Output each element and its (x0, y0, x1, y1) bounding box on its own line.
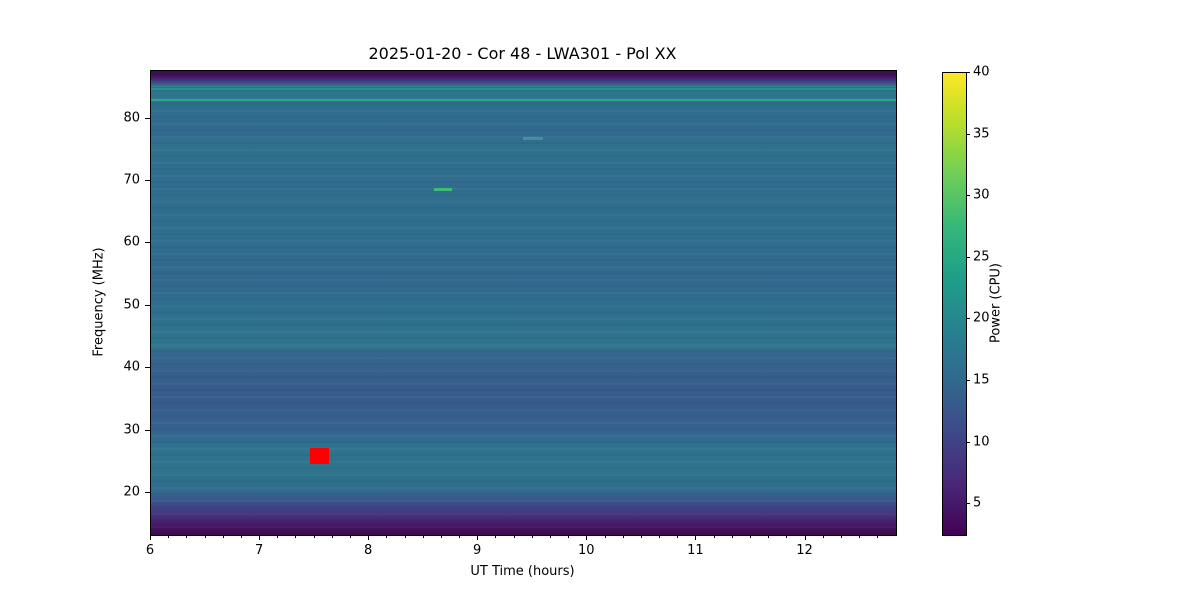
colorbar-tick (966, 195, 970, 197)
x-minor-tick (313, 535, 315, 538)
x-major-tick (150, 535, 151, 540)
x-major-tick (804, 535, 806, 540)
band-line-83mhz (151, 98, 896, 101)
x-minor-tick (440, 535, 442, 538)
colorbar (942, 72, 967, 536)
x-minor-tick (350, 535, 351, 538)
y-tick-label: 30 (123, 422, 140, 438)
colorbar-tick-label: 10 (973, 434, 990, 450)
x-minor-tick (422, 535, 424, 538)
x-tick-label: 12 (796, 543, 813, 558)
blanked-rfi-marker (310, 448, 329, 464)
y-major-tick (145, 179, 150, 181)
x-minor-tick (749, 535, 751, 538)
colorbar-tick-label: 40 (973, 64, 990, 80)
x-minor-tick (731, 535, 733, 538)
colorbar-tick-label: 35 (973, 126, 990, 142)
x-minor-tick (404, 535, 406, 538)
x-major-tick (586, 535, 588, 540)
x-major-tick (259, 535, 261, 540)
y-axis-label: Frequency (MHz) (91, 247, 107, 357)
x-minor-tick (277, 535, 279, 538)
colorbar-tick (966, 72, 970, 73)
colorbar-tick (966, 133, 970, 135)
emission-dash-strong (433, 188, 452, 192)
y-tick-label: 50 (123, 297, 140, 313)
x-minor-tick (186, 535, 188, 538)
x-minor-tick (859, 535, 860, 538)
y-major-tick (145, 117, 150, 119)
x-tick-label: 11 (687, 543, 704, 558)
x-minor-tick (768, 535, 770, 538)
y-major-tick (145, 304, 150, 306)
emission-dash-faint (523, 137, 543, 140)
colorbar-label: Power (CPU) (988, 262, 1004, 344)
x-minor-tick (713, 535, 715, 538)
colorbar-tick-label: 15 (973, 372, 990, 388)
x-minor-tick (640, 535, 642, 538)
colorbar-tick-label: 20 (973, 310, 990, 326)
colorbar-tick (966, 441, 970, 443)
spectrogram-image (151, 71, 896, 535)
x-minor-tick (386, 535, 388, 538)
x-minor-tick (531, 535, 533, 538)
y-major-tick (145, 492, 150, 494)
plot-title: 2025-01-20 - Cor 48 - LWA301 - Pol XX (368, 44, 677, 63)
colorbar-gradient (943, 73, 966, 535)
x-minor-tick (659, 535, 660, 538)
y-major-tick (145, 242, 150, 244)
x-tick-label: 10 (578, 543, 595, 558)
band-line-84-7mhz (151, 88, 896, 90)
x-minor-tick (168, 535, 170, 538)
y-tick-label: 20 (123, 484, 140, 500)
x-minor-tick (822, 535, 824, 538)
colorbar-tick-label: 30 (973, 187, 990, 203)
colorbar-tick (966, 318, 970, 320)
y-major-tick (145, 429, 150, 431)
x-minor-tick (222, 535, 224, 538)
x-minor-tick (840, 535, 842, 538)
x-minor-tick (295, 535, 297, 538)
x-minor-tick (550, 535, 551, 538)
x-axis-label: UT Time (hours) (470, 564, 575, 579)
x-minor-tick (495, 535, 497, 538)
x-major-tick (368, 535, 370, 540)
colorbar-tick (966, 503, 970, 505)
x-minor-tick (622, 535, 624, 538)
x-minor-tick (568, 535, 570, 538)
x-minor-tick (677, 535, 679, 538)
x-major-tick (695, 535, 697, 540)
x-minor-tick (877, 535, 879, 538)
x-minor-tick (331, 535, 333, 538)
y-major-tick (145, 367, 150, 369)
x-major-tick (477, 535, 479, 540)
band-line-43mhz (151, 344, 896, 348)
x-tick-label: 9 (473, 543, 482, 558)
y-tick-label: 60 (123, 234, 140, 250)
x-tick-label: 8 (364, 543, 373, 558)
x-minor-tick (459, 535, 461, 538)
y-tick-label: 80 (123, 110, 140, 125)
colorbar-tick (966, 256, 970, 258)
x-minor-tick (240, 535, 242, 538)
band-line-85mhz (151, 86, 896, 88)
x-minor-tick (513, 535, 515, 538)
x-minor-tick (786, 535, 788, 538)
y-tick-label: 40 (123, 359, 140, 375)
colorbar-tick-label: 5 (973, 495, 982, 511)
spectrogram-axes (150, 70, 897, 536)
colorbar-tick-label: 25 (973, 249, 990, 265)
y-tick-label: 70 (123, 172, 140, 188)
x-minor-tick (204, 535, 206, 538)
x-minor-tick (604, 535, 606, 538)
x-tick-label: 6 (145, 543, 155, 558)
x-tick-label: 7 (254, 543, 264, 558)
colorbar-tick (966, 380, 970, 381)
